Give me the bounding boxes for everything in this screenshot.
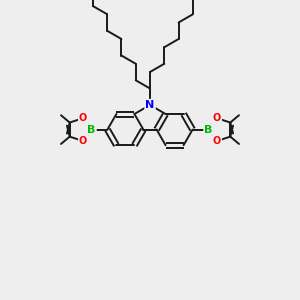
Text: B: B xyxy=(87,124,96,135)
Text: O: O xyxy=(213,136,221,146)
Text: O: O xyxy=(79,136,87,146)
Text: B: B xyxy=(204,124,213,135)
Text: N: N xyxy=(146,100,154,110)
Text: O: O xyxy=(79,113,87,123)
Text: O: O xyxy=(213,113,221,123)
